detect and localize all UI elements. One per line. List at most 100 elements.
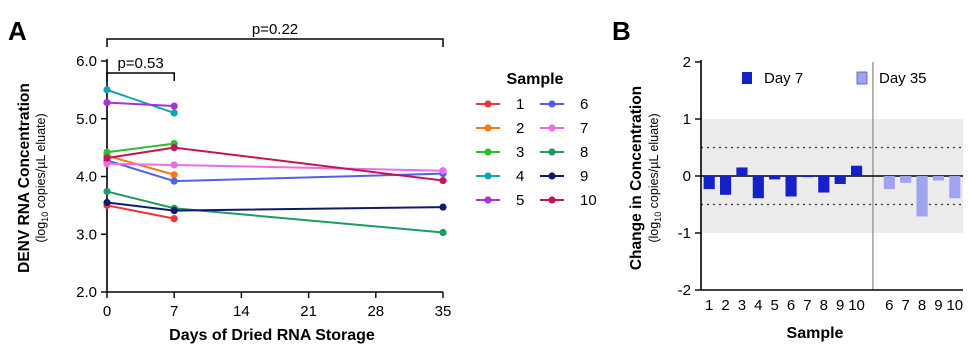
legend-label-sample-8: 8 [580, 144, 588, 161]
panel-b-x-tick-label: 2 [721, 297, 729, 314]
series-line-sample-8 [106, 190, 444, 234]
bar-day7-sample-6 [785, 176, 797, 197]
legend-label-day35: Day 35 [879, 70, 927, 87]
data-point-sample-10 [439, 176, 447, 185]
significance-bracket [106, 72, 175, 81]
data-point-sample-8 [103, 187, 111, 196]
data-point-sample-2 [170, 171, 178, 179]
significance-label: p=0.53 [117, 55, 163, 72]
legend-marker-sample-6 [548, 100, 556, 108]
data-point-sample-5 [170, 102, 178, 110]
panel-b-x-tick-label: 10 [946, 297, 963, 314]
legend-marker-sample-9 [548, 172, 556, 180]
panel-b-x-tick-label: 6 [885, 297, 893, 314]
legend-label-sample-10: 10 [580, 192, 597, 209]
legend-marker-sample-3 [484, 148, 492, 156]
series-line-sample-3 [106, 142, 175, 154]
bar-day7-sample-9 [834, 176, 846, 184]
data-point-sample-10 [170, 144, 178, 152]
legend-label-sample-7: 7 [580, 120, 588, 137]
bar-day7-sample-5 [769, 176, 781, 180]
legend-marker-sample-10 [548, 196, 556, 204]
bar-day7-sample-10 [850, 165, 863, 176]
panel-b-x-tick-label: 8 [820, 297, 828, 314]
panel-a-series [103, 86, 447, 237]
significance-label: p=0.22 [252, 21, 298, 38]
legend-marker-sample-8 [548, 148, 556, 156]
data-point-sample-1 [170, 215, 178, 223]
legend-label-sample-4: 4 [516, 168, 524, 185]
legend-marker-sample-1 [484, 100, 492, 108]
panel-b-x-tick-label: 9 [836, 297, 844, 314]
legend-marker-sample-4 [484, 172, 492, 180]
data-point-sample-7 [439, 167, 447, 175]
panel-b-x-tick-label: 10 [848, 297, 865, 314]
series-line-sample-1 [106, 204, 175, 220]
panel-a-y-tick-label: 6.0 [76, 53, 97, 70]
data-point-sample-7 [103, 160, 111, 168]
panel-a-y-tick-label: 2.0 [76, 284, 97, 301]
panel-a-label: A [8, 16, 27, 46]
legend-marker-sample-7 [548, 124, 556, 132]
panel-a-xlabel: Days of Dried RNA Storage [169, 327, 375, 344]
panel-b-y-tick-label: 2 [683, 54, 691, 71]
bar-day7-sample-2 [719, 176, 732, 195]
data-point-sample-9 [103, 198, 111, 207]
bar-day35-sample-10 [949, 176, 961, 199]
bar-day7-sample-4 [752, 176, 764, 199]
legend-label-sample-3: 3 [516, 144, 524, 161]
panel-a-y-tick-label: 4.0 [76, 169, 97, 186]
panel-b-x-tick-label: 1 [705, 297, 713, 314]
panel-b-label: B [612, 16, 631, 46]
panel-a-annotations: p=0.53 p=0.22 [106, 21, 444, 81]
data-point-sample-6 [170, 177, 178, 185]
panel-a-x-tick-label: 35 [435, 303, 452, 320]
series-line-sample-4 [106, 88, 175, 114]
panel-b-x-tick-label: 6 [787, 297, 795, 314]
panel-a-y-tick-label: 3.0 [76, 226, 97, 243]
panel-a-axes: 2.0 3.0 4.0 5.0 6.0 0 7 14 21 28 35 [76, 53, 451, 320]
panel-b-bars [703, 165, 961, 217]
panel-b-x-tick-label: 4 [754, 297, 762, 314]
legend-marker-sample-5 [484, 196, 492, 204]
panel-a-x-tick-label: 28 [367, 303, 384, 320]
panel-b-x-tick-label: 9 [934, 297, 942, 314]
legend-title: Sample [507, 71, 564, 88]
legend-label-day7: Day 7 [764, 70, 803, 87]
panel-a-legend: 1 2 3 4 5 6 7 8 9 10 [476, 96, 597, 209]
panel-a-x-tick-label: 7 [170, 303, 178, 320]
data-point-sample-4 [103, 86, 111, 94]
data-point-sample-10 [103, 154, 111, 162]
panel-a-y-tick-label: 5.0 [76, 111, 97, 128]
data-point-sample-9 [439, 203, 447, 211]
legend-label-sample-2: 2 [516, 120, 524, 137]
panel-a-x-tick-label: 14 [233, 303, 250, 320]
panel-b-x-tick-label: 8 [918, 297, 926, 314]
bar-day7-sample-1 [703, 176, 715, 190]
panel-b-x-tick-label: 7 [902, 297, 910, 314]
panel-a-ylabel-group: DENV RNA Concentration (log10 copies/µL … [16, 83, 50, 273]
data-point-sample-8 [439, 228, 447, 237]
legend-swatch-day35 [856, 71, 868, 85]
data-point-sample-3 [103, 148, 111, 156]
bar-day7-sample-7 [801, 176, 814, 178]
panel-a-x-tick-label: 0 [103, 303, 111, 320]
panel-a-x-tick-label: 21 [300, 303, 317, 320]
panel-b-xlabel: Sample [787, 325, 844, 342]
bar-day35-sample-7 [900, 176, 912, 183]
panel-b-x-tick-label: 5 [771, 297, 779, 314]
panel-b-x-tick-label: 7 [803, 297, 811, 314]
legend-swatch-day7 [742, 72, 752, 84]
bar-day35-sample-8 [916, 176, 928, 217]
panel-a-ylabel-units: (log10 copies/µL eluate) [34, 113, 50, 242]
bar-day7-sample-8 [818, 176, 830, 193]
bar-day35-sample-6 [883, 176, 895, 190]
data-point-sample-5 [103, 98, 111, 107]
panel-b-y-tick-label: -2 [678, 282, 691, 299]
significance-bracket [106, 38, 444, 47]
panel-a-ylabel: DENV RNA Concentration [16, 83, 33, 273]
panel-b-ylabel-units: (log10 copies/µL eluate) [647, 113, 663, 242]
panel-b-x-tick-label: 3 [738, 297, 746, 314]
panel-b-y-tick-label: 1 [683, 111, 691, 128]
